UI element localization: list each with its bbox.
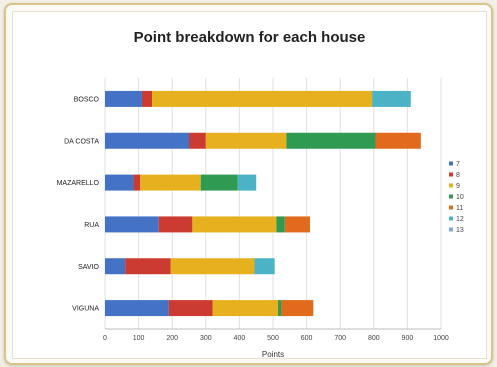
category-label: SAVIO bbox=[78, 264, 99, 271]
stacked-bar-chart: 0 100 200 300 400 500 600 700 800 900 1000 Points BO… bbox=[57, 78, 464, 358]
legend-swatch bbox=[449, 183, 453, 188]
bar-segment bbox=[200, 174, 238, 191]
x-tick-label: 0 bbox=[103, 335, 107, 342]
bar-segment bbox=[281, 300, 314, 317]
bar-segment bbox=[105, 216, 159, 233]
x-tick-label: 700 bbox=[334, 335, 346, 342]
legend-label: 13 bbox=[456, 227, 464, 234]
category-label: DA COSTA bbox=[64, 138, 99, 145]
chart-frame: Point breakdown for each house 0 100 200 30… bbox=[4, 3, 493, 365]
bar-segment bbox=[105, 174, 134, 191]
bar-segment bbox=[140, 174, 201, 191]
bar-segment bbox=[278, 300, 282, 317]
legend-label: 7 bbox=[456, 161, 460, 168]
x-tick-label: 300 bbox=[200, 335, 212, 342]
bar-segment bbox=[237, 174, 257, 191]
bar-segment bbox=[141, 90, 153, 107]
x-tick-label: 1000 bbox=[433, 335, 449, 342]
bar-segment bbox=[192, 216, 277, 233]
bar-segment bbox=[276, 216, 285, 233]
legend-label: 8 bbox=[456, 172, 460, 179]
bar-segment bbox=[254, 258, 275, 275]
bar-segment bbox=[205, 132, 287, 149]
bar-segment bbox=[152, 90, 373, 107]
category-label: MAZARELLO bbox=[57, 180, 100, 187]
bar-segment bbox=[170, 258, 255, 275]
bar-segment bbox=[375, 132, 421, 149]
category-label: VIGUNA bbox=[72, 306, 99, 313]
bar-segment bbox=[105, 300, 169, 317]
bar-segment bbox=[284, 216, 310, 233]
legend-swatch bbox=[449, 205, 453, 210]
legend-label: 10 bbox=[456, 194, 464, 201]
bar-segment bbox=[372, 90, 411, 107]
bar-segment bbox=[105, 258, 126, 275]
bar-segment bbox=[105, 132, 189, 149]
x-tick-label: 800 bbox=[368, 335, 380, 342]
category-label: BOSCO bbox=[74, 96, 100, 103]
x-tick-label: 900 bbox=[402, 335, 414, 342]
x-tick-label: 100 bbox=[133, 335, 145, 342]
bar-segment bbox=[168, 300, 213, 317]
category-label: RUA bbox=[84, 222, 99, 229]
legend-label: 11 bbox=[456, 205, 463, 212]
legend-label: 12 bbox=[456, 216, 464, 223]
legend-swatch bbox=[449, 227, 453, 232]
bar-segment bbox=[158, 216, 193, 233]
bar-segment bbox=[189, 132, 206, 149]
legend-label: 9 bbox=[456, 183, 460, 190]
chart-card: Point breakdown for each house 0 100 200 30… bbox=[12, 11, 487, 359]
bar-segment bbox=[133, 174, 141, 191]
legend-swatch bbox=[449, 216, 453, 221]
bar-segment bbox=[286, 132, 376, 149]
x-tick-label: 200 bbox=[166, 335, 178, 342]
bar-segment bbox=[212, 300, 279, 317]
legend-swatch bbox=[449, 194, 453, 199]
x-tick-label: 600 bbox=[301, 335, 313, 342]
bar-segment bbox=[105, 90, 142, 107]
bar-segment bbox=[125, 258, 171, 275]
legend-swatch bbox=[449, 161, 453, 166]
legend-swatch bbox=[449, 172, 453, 177]
x-tick-label: 500 bbox=[267, 335, 279, 342]
chart-title: Point breakdown for each house bbox=[133, 29, 366, 46]
x-tick-label: 400 bbox=[234, 335, 246, 342]
x-axis-title: Points bbox=[262, 350, 284, 358]
